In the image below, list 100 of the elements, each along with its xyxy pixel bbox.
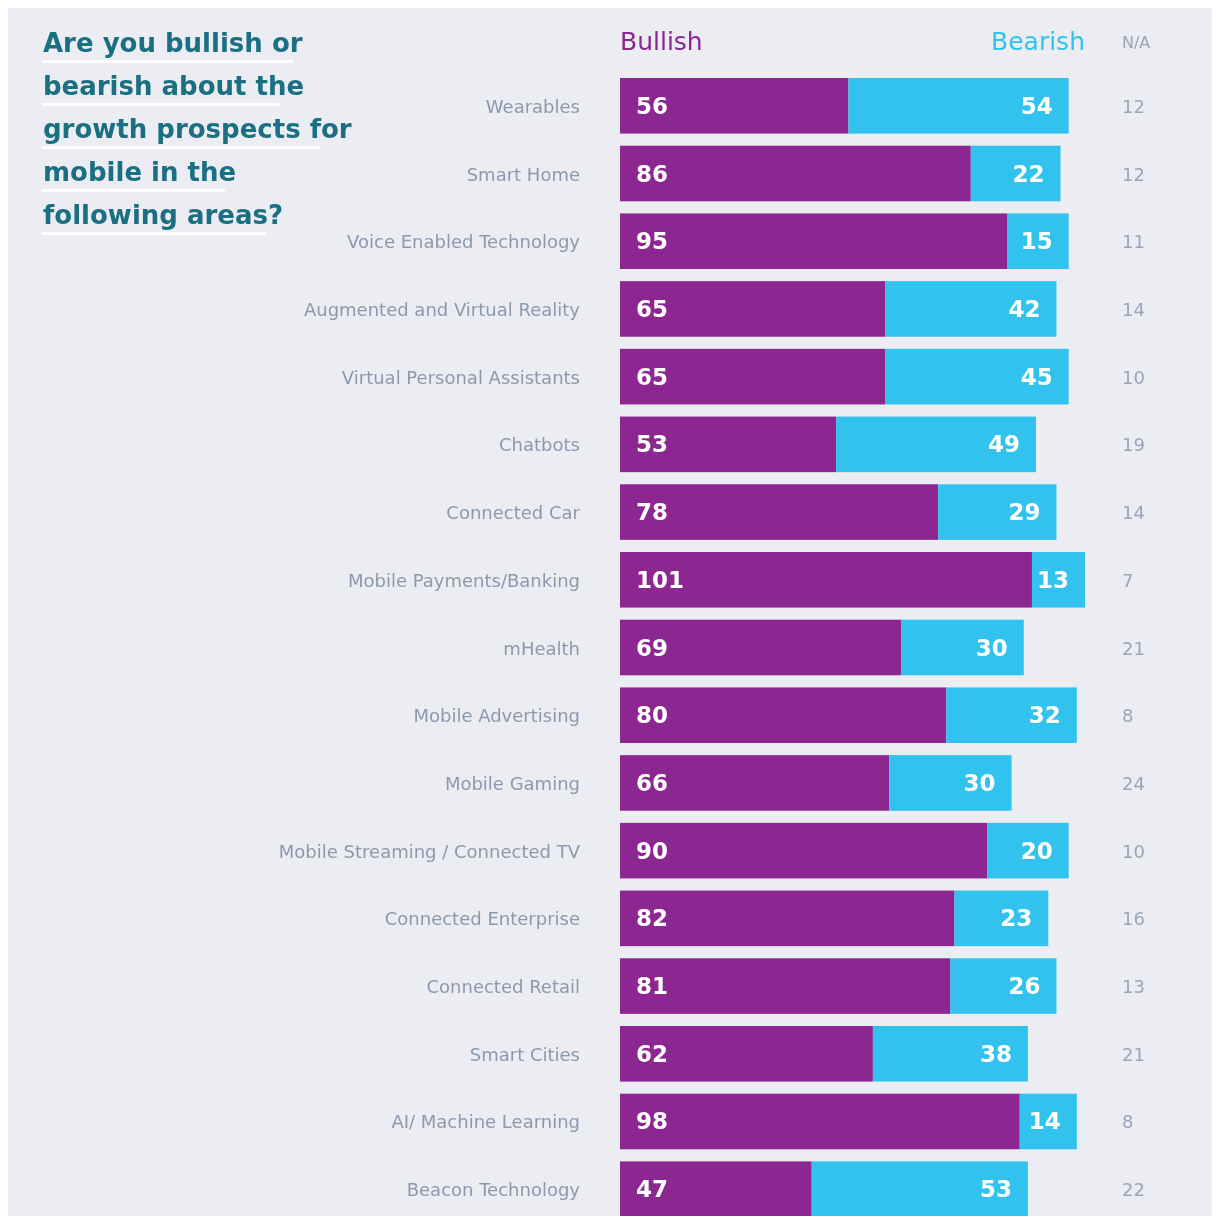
text: Are you bullish or bearish about the growth prospects for mobile in the following areas? xyxy=(43,28,352,230)
bar xyxy=(987,822,1069,879)
data-label: 56 xyxy=(636,92,669,119)
data-label: 86 xyxy=(636,160,669,187)
bar xyxy=(946,687,1077,744)
bar xyxy=(889,755,1012,811)
bar xyxy=(620,145,971,202)
data-label: 98 xyxy=(636,1108,669,1135)
bar xyxy=(848,78,1069,134)
data-label: 80 xyxy=(636,702,669,729)
y-tick-label: AI/ Machine Learning xyxy=(391,1111,580,1133)
bar xyxy=(950,958,1057,1014)
text: 8 xyxy=(1122,705,1134,727)
data-label: 65 xyxy=(636,295,669,322)
data-label: 82 xyxy=(636,905,669,932)
series-label: Bullish xyxy=(620,27,703,56)
text: 12 xyxy=(1122,163,1145,185)
y-tick-label: Wearables xyxy=(485,95,580,117)
text: 21 xyxy=(1122,1043,1145,1065)
y-tick-label: Smart Cities xyxy=(469,1043,580,1065)
bar xyxy=(620,958,951,1014)
text: 22 xyxy=(1122,1179,1145,1201)
y-tick-label: Connected Car xyxy=(446,502,581,524)
text: 24 xyxy=(1122,772,1145,794)
data-label: 45 xyxy=(1020,363,1053,390)
text: 10 xyxy=(1122,366,1145,388)
bar xyxy=(620,551,1032,608)
y-tick-label: Mobile Gaming xyxy=(444,772,580,794)
bar xyxy=(620,619,902,676)
data-label: 20 xyxy=(1020,837,1053,864)
bar xyxy=(620,78,849,134)
bar xyxy=(1019,1093,1077,1150)
text: 11 xyxy=(1122,231,1145,253)
bar xyxy=(1031,551,1085,608)
data-label: 53 xyxy=(636,431,669,458)
data-label: 15 xyxy=(1020,228,1053,255)
bar xyxy=(620,213,1008,270)
bar xyxy=(938,484,1057,540)
y-tick-label: Augmented and Virtual Reality xyxy=(303,298,581,320)
y-tick-label: Virtual Personal Assistants xyxy=(341,366,580,388)
series-label: Bearish xyxy=(991,27,1085,56)
bar xyxy=(620,890,955,947)
data-label: 54 xyxy=(1020,92,1053,119)
y-tick-label: Connected Enterprise xyxy=(384,908,580,930)
data-label: 53 xyxy=(979,1176,1012,1203)
data-label: 66 xyxy=(636,769,669,796)
bar xyxy=(620,1161,812,1216)
y-tick-label: Voice Enabled Technology xyxy=(347,231,581,253)
bar xyxy=(885,281,1057,337)
bar xyxy=(620,822,988,879)
bar xyxy=(836,416,1037,473)
data-label: 42 xyxy=(1008,295,1041,322)
data-label: 81 xyxy=(636,973,669,1000)
y-tick-label: mHealth xyxy=(503,637,580,659)
text: 12 xyxy=(1122,95,1145,117)
data-label: 32 xyxy=(1028,702,1061,729)
text: 14 xyxy=(1122,502,1145,524)
data-label: 62 xyxy=(636,1040,669,1067)
text: 21 xyxy=(1122,637,1145,659)
y-tick-label: Mobile Payments/Banking xyxy=(347,569,580,591)
text: 8 xyxy=(1122,1111,1134,1133)
data-label: 22 xyxy=(1012,160,1045,187)
data-label: 95 xyxy=(636,228,669,255)
y-tick-label: Mobile Advertising xyxy=(413,705,580,727)
y-tick-label: Connected Retail xyxy=(426,976,580,998)
data-label: 30 xyxy=(975,634,1008,661)
text: 10 xyxy=(1122,840,1145,862)
data-label: 78 xyxy=(636,499,669,526)
data-label: 14 xyxy=(1028,1108,1061,1135)
bar xyxy=(620,484,939,540)
bar xyxy=(620,687,947,744)
bar xyxy=(620,281,886,337)
data-label: 90 xyxy=(636,837,669,864)
bar xyxy=(954,890,1049,947)
bar xyxy=(620,1025,873,1082)
text: 13 xyxy=(1122,976,1145,998)
bar xyxy=(970,145,1061,202)
bar xyxy=(620,1093,1020,1150)
y-tick-label: Chatbots xyxy=(499,434,580,456)
y-tick-label: Mobile Streaming / Connected TV xyxy=(278,840,581,862)
data-label: 69 xyxy=(636,634,669,661)
bar xyxy=(1007,213,1069,270)
data-label: 13 xyxy=(1036,566,1069,593)
legend-label: N/A xyxy=(1122,33,1151,52)
bar xyxy=(872,1025,1028,1082)
data-label: 101 xyxy=(636,566,685,593)
data-label: 30 xyxy=(963,769,996,796)
bar xyxy=(901,619,1024,676)
text: 7 xyxy=(1122,569,1134,591)
bar xyxy=(620,755,890,811)
bar xyxy=(811,1161,1028,1216)
text: 14 xyxy=(1122,298,1145,320)
bar xyxy=(885,348,1069,405)
text: 19 xyxy=(1122,434,1145,456)
data-label: 65 xyxy=(636,363,669,390)
bar xyxy=(620,416,837,473)
text: 16 xyxy=(1122,908,1145,930)
data-label: 26 xyxy=(1008,973,1041,1000)
data-label: 38 xyxy=(979,1040,1012,1067)
data-label: 47 xyxy=(636,1176,669,1203)
